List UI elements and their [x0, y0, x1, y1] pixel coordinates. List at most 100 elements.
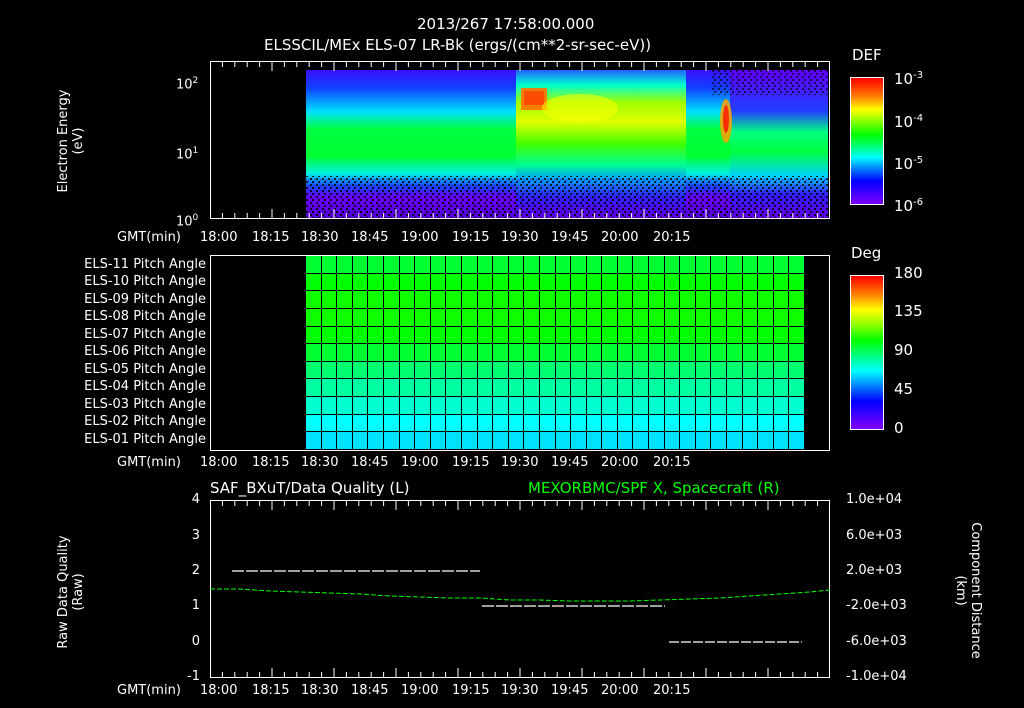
pitch-cell — [399, 379, 416, 398]
pitch-cell — [461, 256, 478, 274]
pitch-cell — [602, 291, 618, 309]
pitch-row-label: ELS-08 Pitch Angle — [84, 309, 206, 324]
pitch-cell — [446, 379, 462, 398]
pitch-cell — [352, 256, 369, 274]
pitch-cell — [539, 432, 556, 450]
time-tick: 18:30 — [301, 230, 339, 245]
time-tick: 19:15 — [452, 683, 490, 698]
panel2-time-axis: GMT(min) 18:00 18:15 18:30 18:45 19:00 1… — [0, 456, 1024, 472]
pitch-cell — [742, 432, 759, 450]
pitch-cell — [368, 291, 384, 309]
pitch-cell — [711, 256, 728, 274]
pitch-cell — [306, 379, 322, 398]
pitch-cell — [508, 291, 525, 309]
pitch-cell — [539, 379, 556, 398]
pitch-cell — [461, 326, 478, 345]
pitch-cell — [617, 291, 634, 309]
pitch-cell — [773, 397, 790, 415]
pitch-cell — [352, 397, 369, 415]
pitch-cell — [306, 344, 322, 362]
pitch-cell — [695, 361, 712, 380]
pitch-cell — [383, 414, 400, 433]
pitch-cell — [664, 291, 681, 309]
pitch-cell — [789, 308, 805, 327]
pitch-cell — [539, 397, 556, 415]
pitch-cell — [664, 397, 681, 415]
pitch-cell — [727, 273, 743, 292]
panel3-right-ylabel-line1: Component Distance — [968, 522, 983, 659]
pitch-cell — [789, 291, 805, 309]
left-ytick: 0 — [191, 634, 200, 649]
pitch-cell — [664, 326, 681, 345]
pitch-cell — [461, 344, 478, 362]
pitch-cell — [321, 256, 338, 274]
pitch-cell — [337, 432, 353, 450]
pitch-cell — [649, 397, 665, 415]
pitch-cell — [602, 397, 618, 415]
pitch-cell — [633, 308, 650, 327]
panel3-left-ylabel-line2: (Raw) — [71, 573, 86, 611]
pitch-cell — [337, 414, 353, 433]
pitch-cell — [571, 414, 587, 433]
pitch-cell — [555, 256, 572, 274]
pitch-cell — [524, 397, 540, 415]
pitch-cell — [524, 256, 540, 274]
pitch-cell — [680, 379, 696, 398]
deg-tick-135: 135 — [894, 302, 923, 320]
pitch-cell — [461, 361, 478, 380]
pitch-cell — [680, 256, 696, 274]
pitch-cell — [337, 308, 353, 327]
pitch-cell — [415, 256, 431, 274]
pitch-cell — [586, 273, 603, 292]
pitch-cell — [602, 256, 618, 274]
pitch-cell — [633, 361, 650, 380]
pitch-cell — [695, 432, 712, 450]
deg-colorbar — [850, 275, 884, 430]
def-colorbar-title: DEF — [852, 46, 882, 64]
pitch-cell — [337, 273, 353, 292]
pitch-cell — [446, 308, 462, 327]
pitch-cell — [539, 256, 556, 274]
pitch-cell — [383, 432, 400, 450]
pitch-cell — [617, 308, 634, 327]
panel1-time-axis: GMT(min) 18:00 18:15 18:30 18:45 19:00 1… — [0, 231, 1024, 247]
pitch-cell — [337, 397, 353, 415]
right-ytick: -2.0e+03 — [846, 598, 907, 613]
pitch-cell — [415, 291, 431, 309]
pitch-cell — [399, 432, 416, 450]
pitch-cell — [493, 344, 509, 362]
pitch-cell — [789, 344, 805, 362]
pitch-cell — [571, 344, 587, 362]
pitch-cell — [321, 291, 338, 309]
pitch-cell — [430, 432, 447, 450]
energy-spectrogram-canvas — [210, 61, 830, 219]
pitch-cell — [773, 273, 790, 292]
pitch-cell — [352, 361, 369, 380]
pitch-cell — [680, 432, 696, 450]
pitch-cell — [306, 326, 322, 345]
pitch-cell — [742, 397, 759, 415]
pitch-cell — [539, 308, 556, 327]
pitch-cell — [415, 344, 431, 362]
pitch-cell — [524, 308, 540, 327]
pitch-cell — [602, 273, 618, 292]
pitch-cell — [446, 256, 462, 274]
pitch-cell — [477, 326, 494, 345]
pitch-cell — [789, 361, 805, 380]
pitch-cell — [711, 414, 728, 433]
pitch-cell — [586, 379, 603, 398]
pitch-cell — [789, 432, 805, 450]
pitch-cell — [415, 432, 431, 450]
pitch-cell — [664, 308, 681, 327]
pitch-cell — [555, 414, 572, 433]
pitch-cell — [633, 273, 650, 292]
pitch-row-label: ELS-09 Pitch Angle — [84, 292, 206, 307]
pitch-cell — [649, 291, 665, 309]
pitch-cell — [649, 344, 665, 362]
pitch-cell — [586, 308, 603, 327]
pitch-cell — [399, 344, 416, 362]
pitch-cell — [524, 273, 540, 292]
time-axis-label: GMT(min) — [117, 683, 181, 698]
pitch-cell — [430, 308, 447, 327]
pitch-cell — [617, 361, 634, 380]
